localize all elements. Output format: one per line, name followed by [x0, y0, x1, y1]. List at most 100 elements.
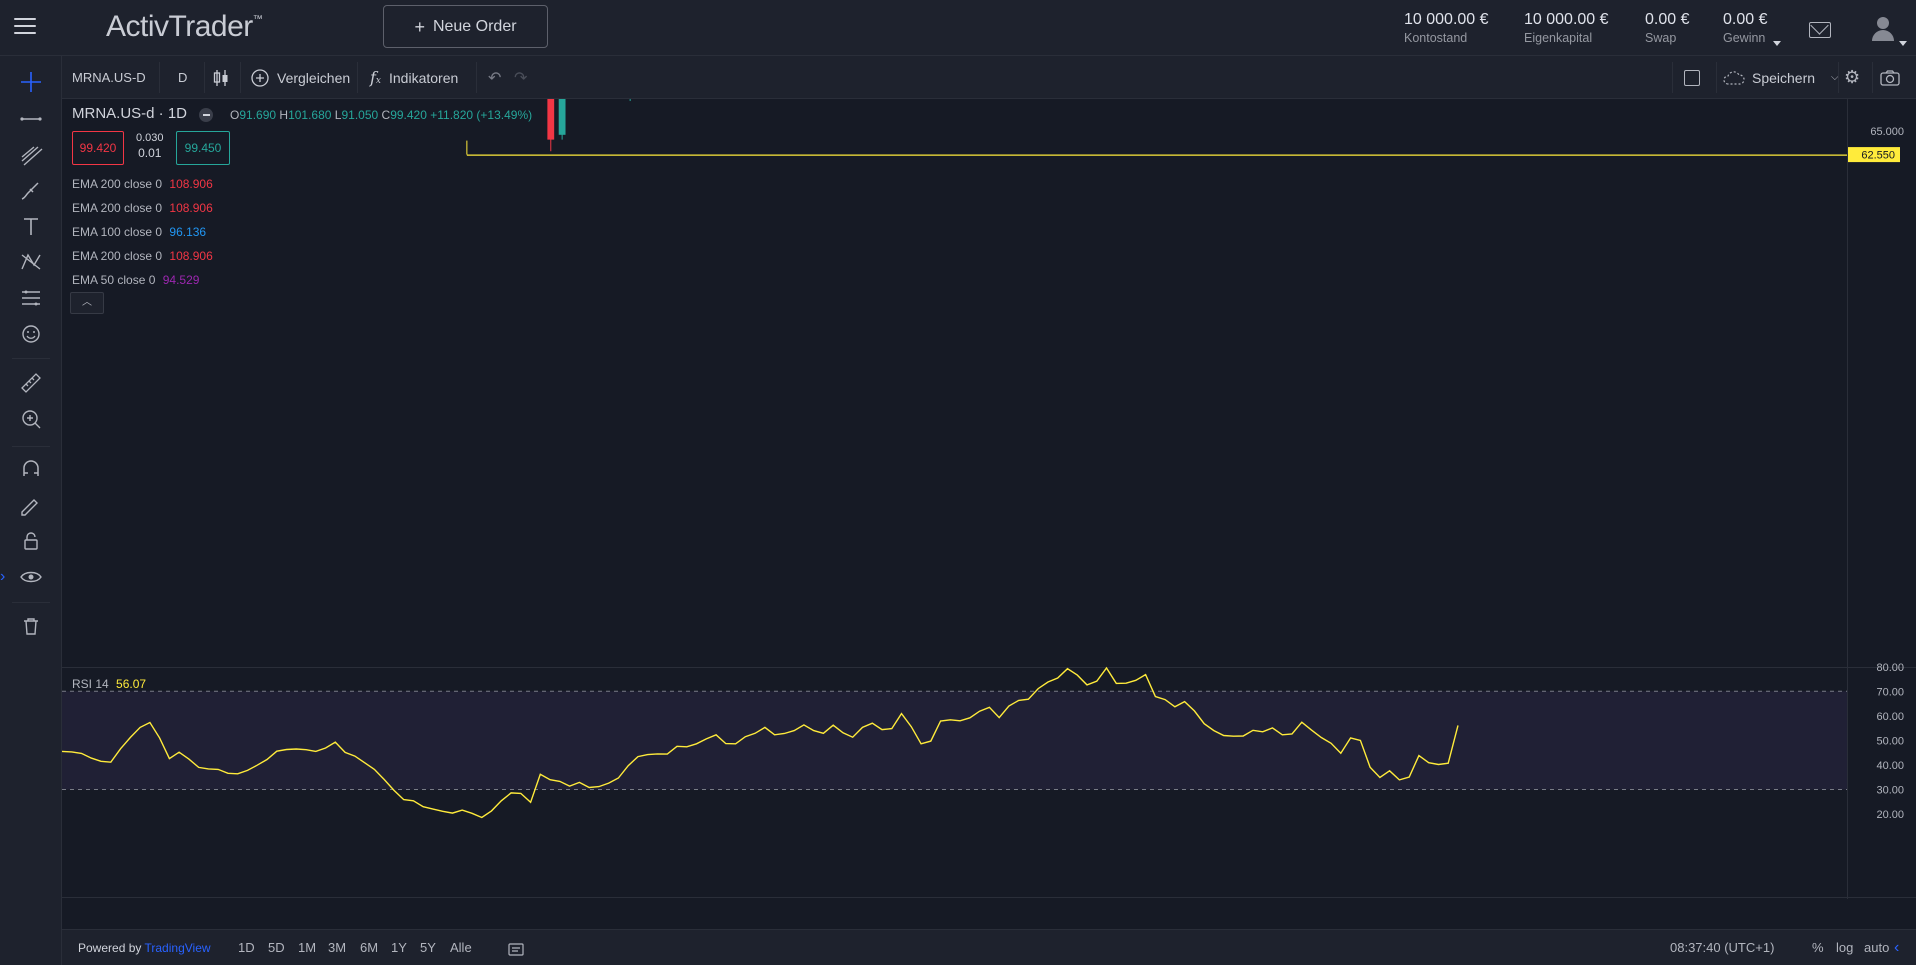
ohlc-values: O91.690 H101.680 L91.050 C99.420 +11.820… — [230, 108, 533, 122]
level-price-label: 62.550 — [1848, 147, 1900, 163]
indicator-legend-ema100[interactable]: EMA 100 close 0 96.136 — [72, 225, 207, 239]
collapse-legend-button[interactable]: ︿ — [70, 292, 104, 314]
chevron-up-icon: ︿ — [82, 297, 92, 308]
redo-icon[interactable]: ↷ — [514, 69, 528, 87]
gear-icon[interactable]: ⚙ — [1844, 67, 1861, 87]
fullscreen-icon[interactable] — [1684, 56, 1700, 99]
new-order-button[interactable]: + Neue Order — [383, 5, 548, 48]
save-button[interactable]: Speichern ⌵ — [1722, 56, 1839, 99]
trash-icon[interactable] — [16, 611, 46, 641]
indicators-button[interactable]: fx Indikatoren — [370, 68, 459, 87]
rsi-band — [62, 691, 1847, 790]
drawing-toolbar: › — [0, 56, 62, 965]
pencil-lock-icon[interactable] — [16, 490, 46, 520]
channel-icon[interactable] — [16, 139, 46, 169]
chevron-down-icon — [1773, 41, 1781, 46]
rsi-tick: 60.00 — [1876, 711, 1904, 723]
candle — [558, 99, 566, 140]
price-pane — [62, 99, 1847, 667]
rsi-tick: 80.00 — [1876, 662, 1904, 674]
rsi-tick: 70.00 — [1876, 686, 1904, 698]
candle — [547, 99, 555, 152]
magnet-icon[interactable] — [16, 454, 46, 484]
sell-price-button[interactable]: 99.420 — [72, 131, 124, 165]
text-icon[interactable] — [16, 211, 46, 241]
range-5y[interactable]: 5Y — [420, 940, 436, 955]
chevron-down-icon[interactable] — [1899, 41, 1907, 46]
clock-display[interactable]: 08:37:40 (UTC+1) — [1670, 940, 1775, 955]
indicator-legend-ema200-3[interactable]: EMA 200 close 0 108.906 — [72, 249, 213, 263]
emoji-icon[interactable] — [16, 319, 46, 349]
undo-icon[interactable]: ↶ — [488, 69, 502, 87]
range-3m[interactable]: 3M — [328, 940, 347, 955]
powered-by[interactable]: Powered by TradingView — [78, 941, 211, 955]
top-header: ActivTrader™ + Neue Order 10 000.00 € Kon… — [0, 0, 1916, 56]
auto-toggle[interactable]: auto — [1864, 940, 1890, 955]
log-toggle[interactable]: log — [1836, 940, 1854, 955]
time-axis-border — [62, 897, 1916, 898]
price-tick: 65.000 — [1870, 126, 1904, 138]
menu-icon[interactable] — [14, 18, 36, 36]
rsi-tick: 40.00 — [1876, 760, 1904, 772]
price-axis-border — [1847, 99, 1848, 899]
avatar[interactable] — [1870, 15, 1896, 41]
candle-body — [547, 99, 555, 140]
account-swap: 0.00 € Swap — [1645, 11, 1690, 45]
plus-circle-icon — [251, 68, 269, 87]
zoom-in-icon[interactable] — [16, 404, 46, 434]
eye-icon[interactable] — [16, 562, 46, 592]
rsi-tick: 20.00 — [1876, 809, 1904, 821]
rsi-legend[interactable]: RSI 14 56.07 — [72, 677, 147, 691]
rsi-tick: 30.00 — [1876, 785, 1904, 797]
candle-body — [558, 99, 566, 135]
date-range-icon[interactable] — [508, 930, 524, 965]
spread-display: 0.030 0.01 — [136, 132, 164, 160]
percent-toggle[interactable]: % — [1812, 940, 1824, 955]
pattern-icon[interactable] — [16, 247, 46, 277]
minus-circle-icon[interactable] — [199, 108, 213, 122]
fib-icon[interactable] — [16, 283, 46, 313]
chevron-right-icon[interactable]: › — [0, 568, 6, 585]
svg-text:62.550: 62.550 — [1861, 150, 1895, 162]
brand-logo: ActivTrader™ — [106, 10, 263, 43]
range-all[interactable]: Alle — [450, 940, 472, 955]
chevron-down-icon: ⌵ — [1831, 72, 1839, 83]
symbol-search[interactable]: MRNA.US-D — [72, 70, 146, 85]
camera-icon[interactable] — [1880, 56, 1900, 99]
chevron-left-icon[interactable]: ‹ — [1894, 939, 1900, 956]
account-balance: 10 000.00 € Kontostand — [1404, 11, 1489, 45]
brush-icon[interactable] — [16, 175, 46, 205]
account-equity: 10 000.00 € Eigenkapital — [1524, 11, 1609, 45]
price-chart[interactable]: 1.618(135.623)1.382(128.107)1.236(123.45… — [62, 99, 1916, 899]
crosshair-icon[interactable] — [16, 67, 46, 97]
rsi-tick: 50.00 — [1876, 735, 1904, 747]
chart-title: MRNA.US-d · 1D — [72, 105, 188, 122]
pane-divider — [62, 667, 1916, 668]
range-1d[interactable]: 1D — [238, 940, 255, 955]
range-5d[interactable]: 5D — [268, 940, 285, 955]
chart-toolbar: MRNA.US-D D Vergleichen fx Indikatoren ↶… — [62, 56, 1916, 99]
candle-type-button[interactable] — [212, 56, 230, 99]
mail-icon[interactable] — [1809, 22, 1831, 38]
lock-icon[interactable] — [16, 526, 46, 556]
account-profit[interactable]: 0.00 € Gewinn — [1723, 11, 1781, 46]
function-icon: fx — [370, 68, 381, 87]
cloud-icon — [1723, 70, 1745, 85]
plus-icon: + — [414, 16, 425, 37]
interval-select[interactable]: D — [178, 70, 188, 85]
indicator-legend-ema200-1[interactable]: EMA 200 close 0 108.906 — [72, 177, 213, 191]
range-6m[interactable]: 6M — [360, 940, 379, 955]
rsi-line — [62, 666, 1459, 819]
trend-line-icon[interactable] — [16, 103, 46, 133]
buy-price-button[interactable]: 99.450 — [176, 131, 230, 165]
bottom-bar: Powered by TradingView 1D 5D 1M 3M 6M 1Y… — [62, 929, 1916, 965]
range-1m[interactable]: 1M — [298, 940, 317, 955]
candles-icon — [213, 69, 228, 86]
indicator-legend-ema200-2[interactable]: EMA 200 close 0 108.906 — [72, 201, 213, 215]
indicator-legend-ema50[interactable]: EMA 50 close 0 94.529 — [72, 273, 200, 287]
range-1y[interactable]: 1Y — [391, 940, 407, 955]
ruler-icon[interactable] — [16, 368, 46, 398]
chart-area[interactable]: 1.618(135.623)1.382(128.107)1.236(123.45… — [62, 99, 1916, 899]
compare-button[interactable]: Vergleichen — [250, 56, 350, 99]
